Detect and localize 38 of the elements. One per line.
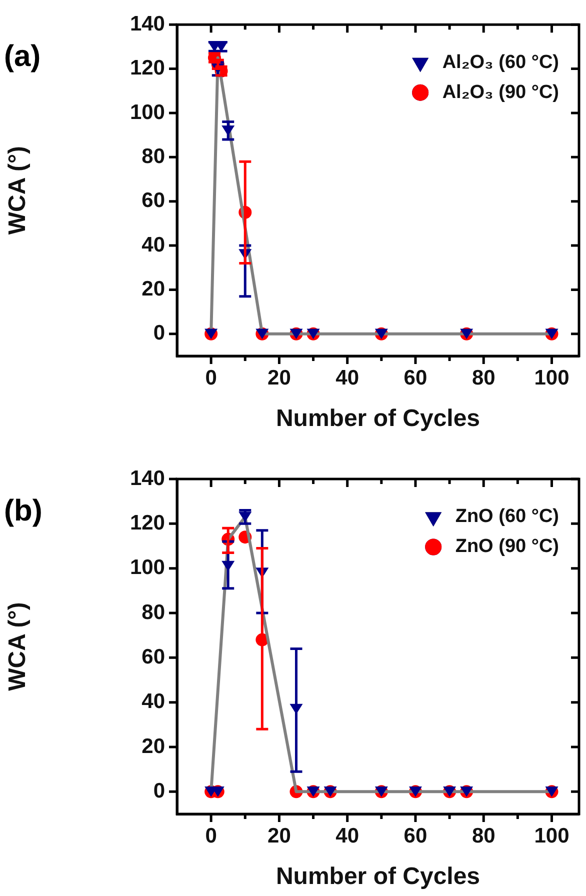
y-tick-label: 20: [142, 278, 165, 301]
y-tick-label: 140: [130, 12, 165, 36]
x-tick-label: 40: [336, 366, 360, 390]
x-tick-label: 100: [534, 366, 570, 390]
x-tick-label: 0: [205, 824, 217, 848]
x-tick-label: 20: [268, 366, 291, 390]
y-axis-title: WCA (°): [4, 146, 32, 235]
y-tick-label: 60: [142, 645, 165, 668]
y-tick-label: 0: [153, 779, 165, 802]
y-tick-label: 80: [142, 144, 165, 168]
y-tick-label: 20: [142, 734, 165, 758]
x-axis-title: Number of Cycles: [276, 405, 480, 432]
legend-label: Al₂O₃ (90 °C): [442, 82, 559, 103]
x-axis-title: Number of Cycles: [276, 863, 480, 890]
x-tick-label: 0: [205, 366, 217, 390]
x-tick-label: 60: [404, 824, 428, 848]
x-tick-label: 100: [534, 824, 570, 848]
y-tick-label: 60: [142, 189, 165, 212]
x-tick-label: 20: [268, 824, 291, 848]
y-tick-label: 100: [130, 100, 165, 124]
y-tick-label: 120: [130, 56, 165, 80]
y-tick-label: 140: [130, 466, 165, 490]
y-tick-label: 80: [142, 600, 165, 624]
y-tick-label: 120: [130, 511, 165, 534]
y-tick-label: 0: [153, 322, 165, 345]
x-tick-label: 80: [472, 824, 496, 848]
y-axis-title: WCA (°): [4, 602, 32, 691]
x-tick-label: 40: [336, 824, 360, 848]
x-tick-label: 60: [404, 366, 428, 390]
text: (a): [4, 40, 41, 73]
legend-label: Al₂O₃ (60 °C): [442, 52, 559, 73]
legend-label: ZnO (90 °C): [455, 536, 559, 558]
y-tick-label: 40: [142, 233, 165, 256]
y-tick-label: 40: [142, 690, 165, 714]
text: (b): [4, 494, 42, 528]
y-tick-label: 100: [130, 556, 165, 580]
legend-label: ZnO (60 °C): [455, 506, 559, 528]
x-tick-label: 80: [472, 366, 496, 390]
